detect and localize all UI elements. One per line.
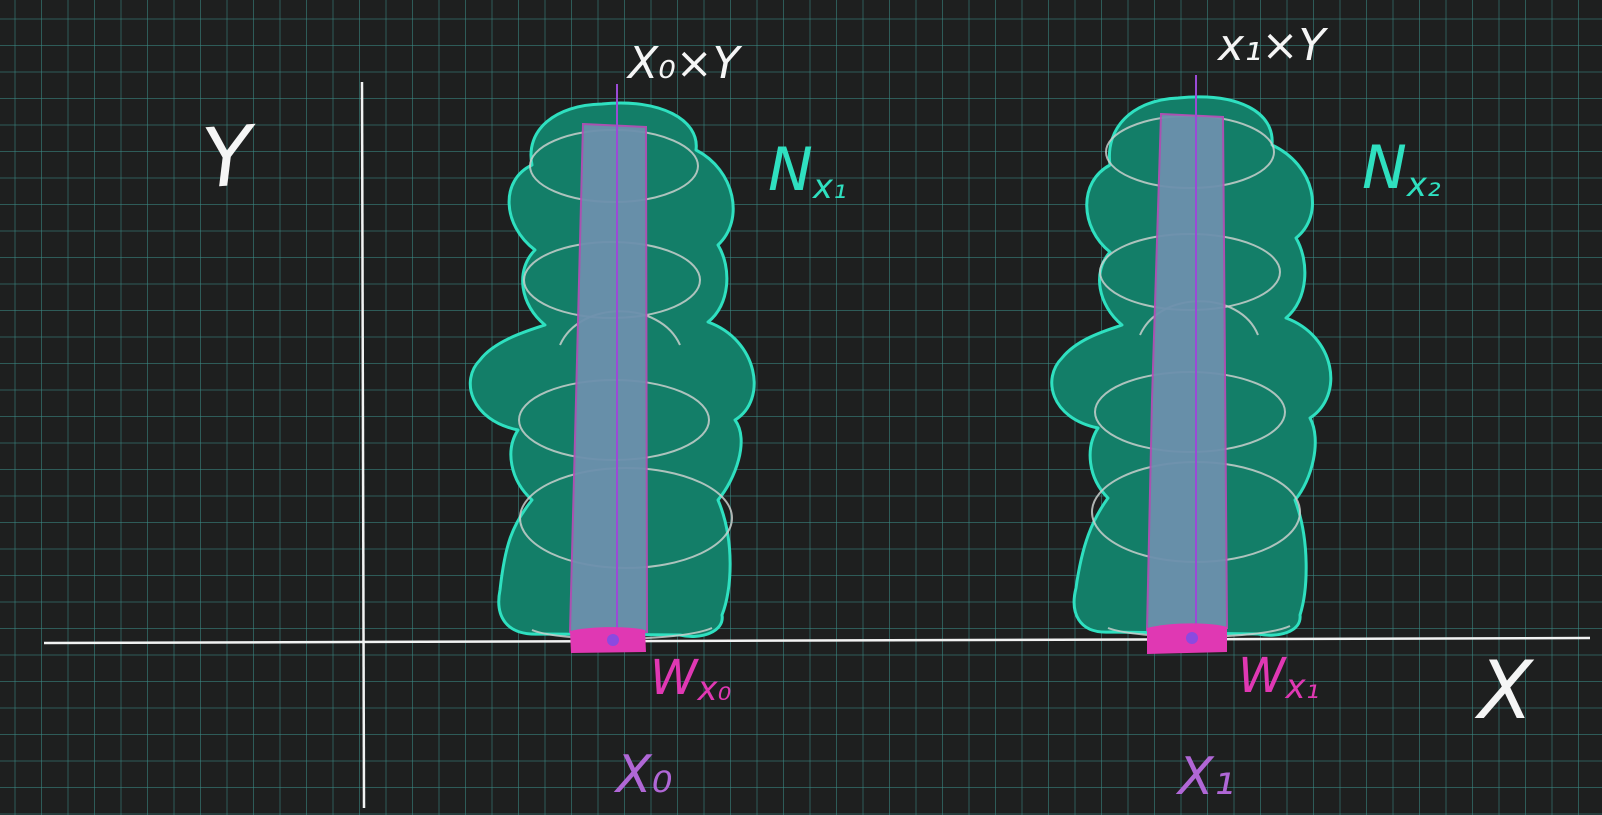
- w-label-right: Wx₁: [1238, 648, 1319, 707]
- neighborhood-label-left-main: N: [768, 135, 813, 205]
- w-label-right-sub: x₁: [1284, 667, 1319, 707]
- fiber-label-left: X₀×Y: [626, 38, 743, 89]
- x-axis-line: [43, 636, 1591, 645]
- neighborhood-label-left-sub: x₁: [812, 167, 847, 207]
- neighborhood-label-left: Nx₁: [768, 135, 847, 207]
- base-point-right: [1186, 632, 1198, 644]
- w-label-left-main: W: [650, 650, 699, 706]
- w-label-left-sub: x₀: [696, 669, 731, 709]
- neighborhood-label-right-main: N: [1362, 133, 1407, 203]
- tube-right: [1145, 112, 1229, 632]
- w-label-left: Wx₀: [650, 650, 732, 709]
- y-axis-label: Y: [199, 109, 261, 208]
- w-label-right-main: W: [1238, 648, 1287, 704]
- neighborhood-label-right-sub: x₂: [1406, 165, 1441, 205]
- fiber-label-right: x₁×Y: [1216, 20, 1329, 71]
- base-point-left: [607, 634, 619, 646]
- point-label-left: X₀: [613, 745, 673, 805]
- x-axis-label: X: [1474, 644, 1535, 737]
- tube-left: [568, 122, 649, 633]
- neighborhood-label-right: Nx₂: [1362, 133, 1441, 205]
- y-axis-line: [360, 81, 366, 809]
- point-label-right: X₁: [1175, 747, 1234, 807]
